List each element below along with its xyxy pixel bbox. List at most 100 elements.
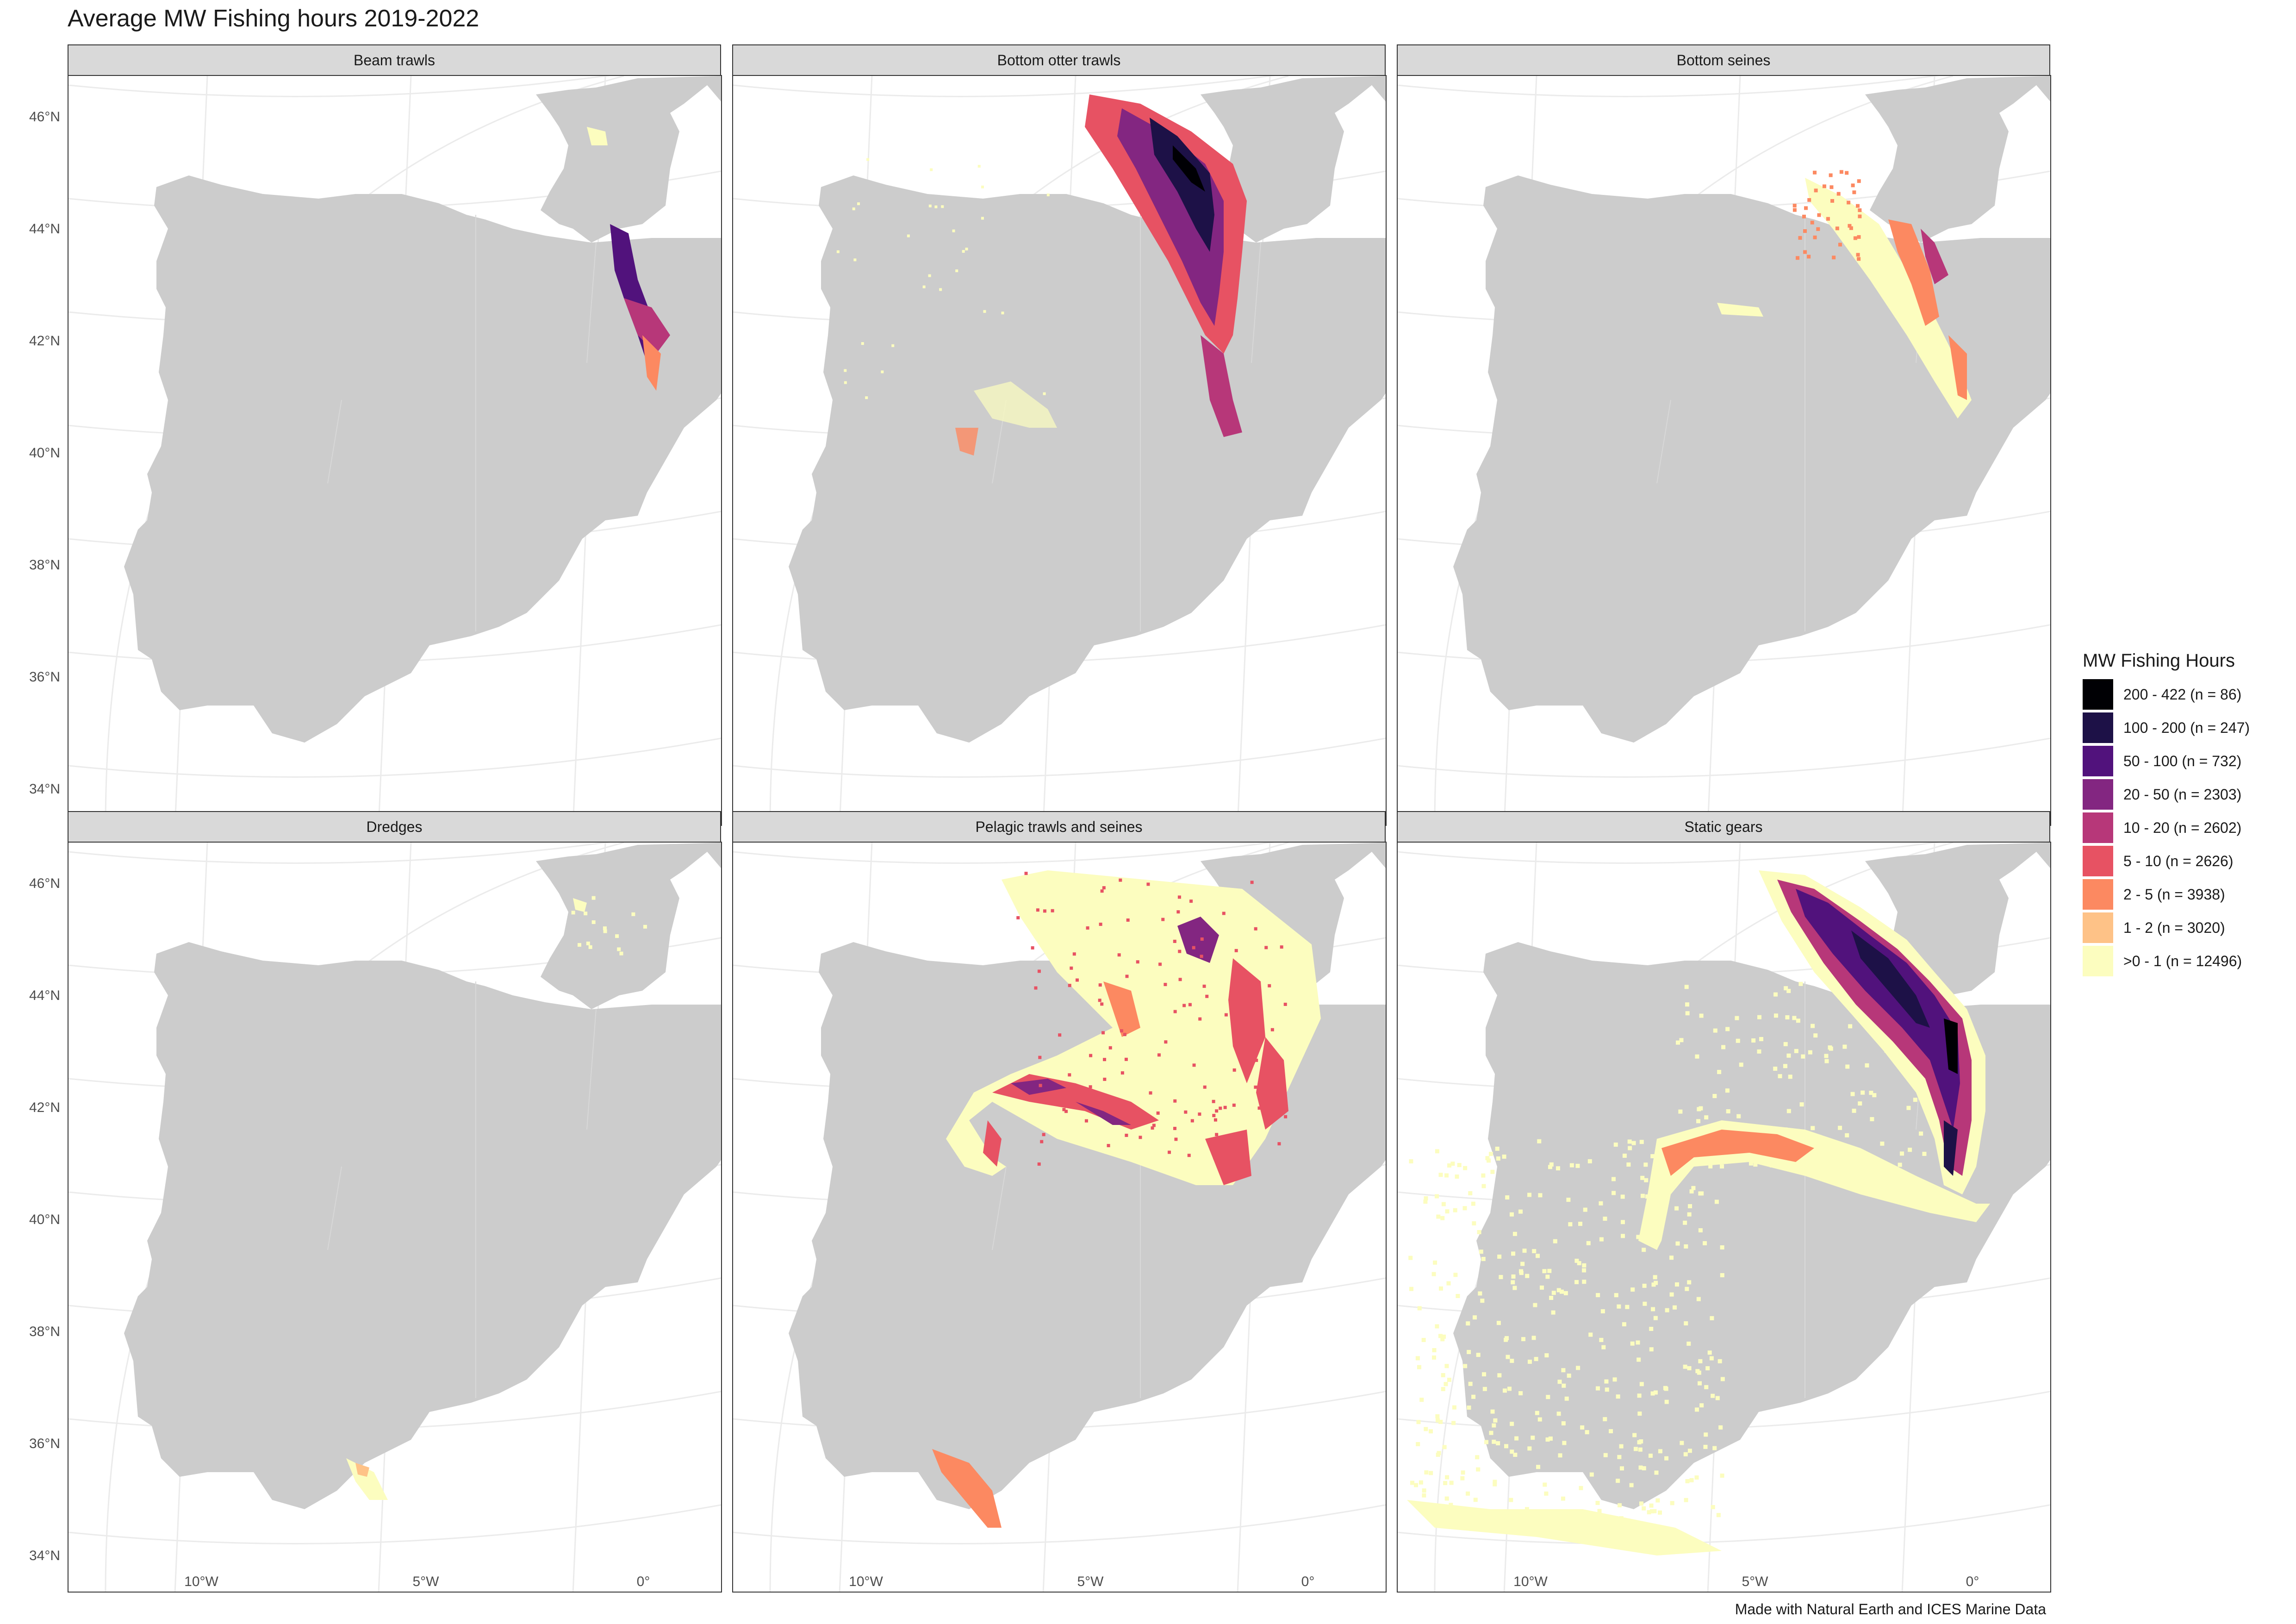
effort-cell (1679, 1038, 1684, 1043)
effort-cell (1492, 1439, 1496, 1444)
effort-cell (1497, 1254, 1502, 1259)
effort-cell (1463, 1364, 1468, 1368)
effort-cell (1490, 1169, 1495, 1174)
effort-cell (1200, 955, 1203, 958)
effort-cell (1698, 1381, 1702, 1386)
legend-item: 20 - 50 (n = 2303) (2083, 778, 2250, 811)
effort-cell (1778, 1074, 1782, 1079)
effort-cell (1016, 916, 1020, 919)
effort-cell (1178, 949, 1182, 953)
effort-cell (1599, 1337, 1604, 1342)
effort-cell (1631, 1141, 1636, 1145)
effort-cell (1131, 1110, 1134, 1114)
effort-cell (1720, 1245, 1724, 1249)
effort-cell (1409, 1287, 1413, 1291)
effort-cell (1697, 1370, 1701, 1375)
effort-cell (1687, 1212, 1692, 1217)
effort-cell (1215, 1109, 1219, 1113)
effort-cell (1001, 312, 1004, 315)
effort-cell (1736, 1038, 1740, 1043)
effort-cell (1198, 1112, 1201, 1116)
fishing-effort-area (587, 127, 608, 145)
panel-label: Dredges (366, 818, 423, 835)
effort-cell (1708, 1164, 1713, 1168)
effort-cell (1234, 1033, 1238, 1037)
effort-cell (1233, 1010, 1237, 1014)
parallel-line (1398, 843, 1940, 864)
effort-cell (1842, 1044, 1847, 1049)
effort-cell (1655, 1498, 1660, 1503)
effort-cell (1600, 1309, 1605, 1313)
effort-cell (1124, 1057, 1128, 1061)
y-tick-label: 42°N (29, 333, 60, 349)
effort-cell (1487, 1158, 1491, 1163)
effort-cell (1836, 192, 1841, 196)
effort-cell (1158, 962, 1162, 966)
effort-cell (1609, 1429, 1613, 1434)
effort-cell (1817, 213, 1821, 217)
land-iberia (789, 175, 1386, 743)
effort-cell (1475, 1455, 1480, 1460)
panel-strip: Static gears (1397, 811, 2050, 843)
effort-cell (1652, 1509, 1657, 1513)
effort-cell (1108, 1046, 1112, 1049)
fishing-effort-area (1661, 1130, 1814, 1176)
legend-swatch (2083, 712, 2113, 743)
effort-cell (1714, 1199, 1719, 1204)
legend-swatch (2083, 846, 2113, 876)
effort-cell (1510, 1359, 1514, 1363)
effort-cell (1636, 1340, 1640, 1345)
effort-cell (1709, 1356, 1714, 1361)
effort-cell (1037, 1162, 1041, 1166)
effort-cell (1683, 1452, 1688, 1456)
effort-cell (1620, 1220, 1625, 1224)
effort-cell (1913, 1098, 1917, 1102)
effort-cell (1786, 1053, 1791, 1058)
effort-cell (1551, 1291, 1556, 1295)
effort-cell (1460, 1476, 1465, 1480)
effort-cell (1503, 1388, 1507, 1393)
effort-cell (1125, 1133, 1128, 1137)
fishing-effort-area (1948, 335, 1967, 400)
effort-cell (1792, 208, 1797, 212)
effort-cell (1178, 978, 1182, 981)
effort-cell (1435, 1414, 1440, 1418)
x-tick-label: 10°W (849, 1574, 883, 1589)
effort-cell (1502, 1154, 1506, 1159)
panel-static-gears: Static gears (1397, 811, 2051, 1593)
effort-cell (1485, 1156, 1490, 1161)
effort-cell (1670, 1501, 1674, 1505)
effort-cell (1496, 1156, 1500, 1161)
effort-cell (891, 344, 895, 347)
effort-cell (1616, 1479, 1620, 1483)
legend-label: >0 - 1 (n = 12496) (2123, 952, 2242, 969)
effort-cell (619, 951, 623, 956)
effort-cell (1173, 1010, 1177, 1013)
effort-cell (1804, 206, 1808, 210)
effort-cell (1712, 1094, 1717, 1099)
caption: Made with Natural Earth and ICES Marine … (1735, 1601, 2046, 1618)
effort-cell (1851, 183, 1855, 187)
effort-cell (1839, 170, 1843, 174)
effort-cell (1613, 1143, 1618, 1147)
effort-cell (1922, 1151, 1927, 1156)
effort-cell (1447, 1163, 1452, 1168)
effort-cell (1468, 1381, 1473, 1386)
effort-cell (1587, 1159, 1592, 1163)
effort-cell (1504, 1337, 1508, 1342)
effort-cell (1473, 1498, 1478, 1502)
effort-cell (1678, 1109, 1683, 1114)
parallel-line (733, 843, 1275, 864)
effort-cell (1481, 1173, 1486, 1178)
x-tick-label: 0° (636, 1574, 650, 1589)
effort-cell (1649, 1503, 1654, 1508)
effort-cell (1579, 1486, 1583, 1490)
effort-cell (1489, 1430, 1493, 1435)
effort-cell (1089, 1085, 1092, 1089)
x-tick-label: 5°W (1077, 1574, 1104, 1589)
effort-cell (1120, 1071, 1124, 1075)
effort-cell (1058, 1033, 1062, 1037)
sparse-effort-cells (836, 158, 1050, 400)
effort-cell (1575, 1163, 1580, 1168)
effort-cell (1518, 1209, 1523, 1214)
